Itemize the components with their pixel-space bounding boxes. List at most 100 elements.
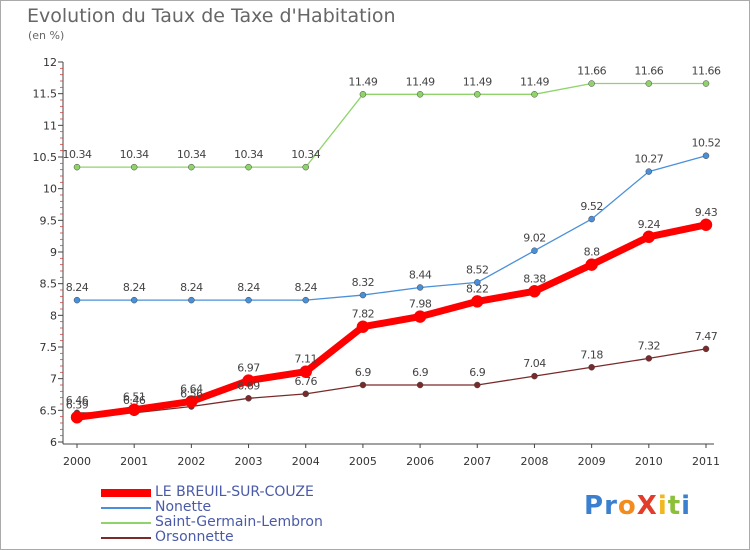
data-point xyxy=(699,218,713,232)
data-point xyxy=(588,215,595,223)
data-label: 11.66 xyxy=(634,65,663,78)
logo-letter: P xyxy=(584,491,605,521)
logo-letter: i xyxy=(657,491,668,521)
data-label: 11.66 xyxy=(692,65,721,78)
data-label: 11.49 xyxy=(406,75,435,88)
x-tick-label: 2011 xyxy=(692,455,720,468)
data-label: 11.49 xyxy=(520,75,549,88)
data-label: 9.02 xyxy=(523,232,546,245)
data-label: 6.9 xyxy=(469,366,485,379)
data-point xyxy=(531,91,538,98)
data-point xyxy=(474,91,481,98)
data-label: 6.39 xyxy=(66,398,89,411)
data-label: 10.34 xyxy=(234,148,263,161)
data-point xyxy=(588,364,595,371)
unit-label: (en %) xyxy=(28,29,65,42)
data-point xyxy=(471,295,484,308)
data-point xyxy=(645,355,653,362)
y-tick-label: 7.5 xyxy=(40,341,58,354)
x-tick-label: 2005 xyxy=(349,455,377,468)
data-label: 6.9 xyxy=(412,366,428,379)
data-label: 6.51 xyxy=(123,391,146,404)
legend-label: LE BREUIL-SUR-COUZE xyxy=(155,484,314,500)
series-line-2 xyxy=(76,82,707,168)
chart-title: Evolution du Taux de Taxe d'Habitation xyxy=(27,5,396,27)
data-point xyxy=(413,310,427,323)
data-label: 9.43 xyxy=(695,206,718,219)
data-label: 11.49 xyxy=(463,75,492,88)
data-label: 8.44 xyxy=(409,268,432,281)
legend-swatch xyxy=(101,507,151,509)
logo-letter: i xyxy=(681,491,692,521)
data-point xyxy=(416,381,424,389)
data-point xyxy=(528,285,541,298)
y-tick-label: 8.5 xyxy=(40,278,58,291)
data-point xyxy=(645,168,653,175)
data-point xyxy=(242,374,255,387)
data-label: 10.27 xyxy=(634,153,663,166)
data-label: 10.52 xyxy=(692,137,721,150)
data-point xyxy=(130,163,138,171)
data-point xyxy=(302,163,309,171)
x-tick-label: 2000 xyxy=(63,455,91,468)
data-point xyxy=(299,365,312,378)
data-point xyxy=(702,345,710,353)
data-point xyxy=(245,296,252,304)
x-tick-label: 2007 xyxy=(463,455,491,468)
data-point xyxy=(245,395,252,402)
series-line-0 xyxy=(73,221,710,421)
data-point xyxy=(130,296,138,304)
legend-swatch xyxy=(101,522,151,524)
x-tick-label: 2004 xyxy=(292,455,320,468)
legend-label: Saint-Germain-Lembron xyxy=(155,514,323,530)
y-tick-label: 6.5 xyxy=(40,404,58,417)
data-label: 6.46 xyxy=(123,394,146,407)
data-point xyxy=(356,320,370,333)
data-label: 8.24 xyxy=(66,281,89,294)
legend-item: LE BREUIL-SUR-COUZE xyxy=(101,484,361,500)
data-point xyxy=(588,80,595,87)
logo-letter: t xyxy=(667,491,682,521)
data-label: 8.52 xyxy=(466,263,489,276)
data-point xyxy=(702,152,710,159)
x-tick-label: 2009 xyxy=(578,455,606,468)
legend-swatch xyxy=(101,489,151,497)
data-label: 10.34 xyxy=(177,148,206,161)
y-tick-label: 10 xyxy=(43,183,57,196)
data-label: 8.22 xyxy=(466,282,489,295)
y-tick-label: 6 xyxy=(50,436,57,449)
data-point xyxy=(531,247,538,254)
data-point xyxy=(645,80,653,87)
y-tick-label: 11.5 xyxy=(33,88,58,101)
data-label: 6.56 xyxy=(180,388,203,401)
series-line-3 xyxy=(76,348,707,414)
data-point xyxy=(642,230,656,244)
data-label: 7.32 xyxy=(638,339,661,352)
data-label: 7.18 xyxy=(580,348,603,361)
data-point xyxy=(359,381,367,389)
x-tick-label: 2003 xyxy=(235,455,263,468)
data-label: 10.34 xyxy=(63,148,92,161)
data-label: 8.24 xyxy=(237,281,260,294)
series-layer xyxy=(70,80,713,424)
data-label: 7.47 xyxy=(695,330,718,343)
data-point xyxy=(127,403,141,416)
data-label: 7.82 xyxy=(352,308,375,321)
x-tick-label: 2002 xyxy=(177,455,205,468)
data-labels: 10.34 10.34 10.34 10.34 10.34 11.49 11.49 11.49… xyxy=(63,65,722,412)
legend-swatch xyxy=(101,537,151,539)
x-tick-label: 2008 xyxy=(520,455,548,468)
logo-letter: r xyxy=(604,491,618,521)
x-tick-label: 2006 xyxy=(406,455,434,468)
data-label: 9.24 xyxy=(638,218,661,231)
legend: LE BREUIL-SUR-COUZE Nonette Saint-Germain-… xyxy=(101,484,361,545)
proxiti-logo: ProXiti xyxy=(584,491,691,521)
data-point xyxy=(73,163,81,171)
data-point xyxy=(416,284,424,291)
data-label: 6.97 xyxy=(237,362,260,375)
data-label: 6.9 xyxy=(355,366,371,379)
data-point xyxy=(359,91,367,98)
data-label: 6.46 xyxy=(66,394,89,407)
